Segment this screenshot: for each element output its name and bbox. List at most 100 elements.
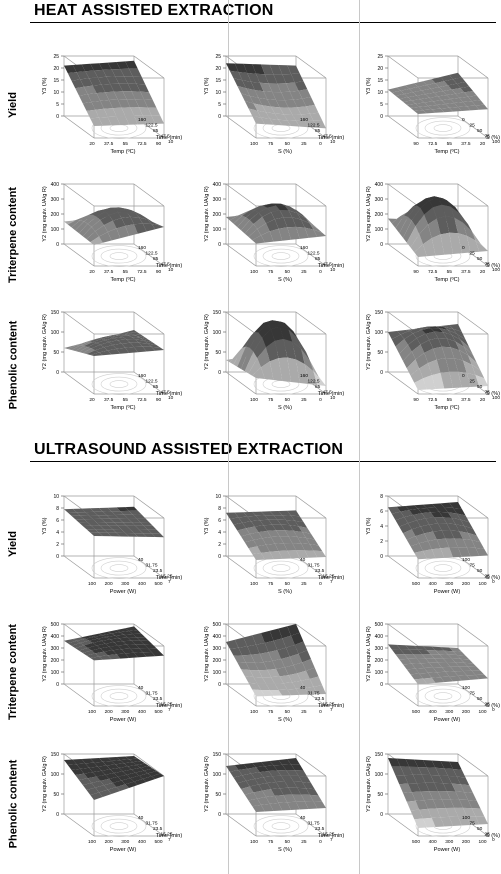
surface-patch [440, 325, 453, 329]
surface-patch [81, 635, 94, 639]
x-tick-label: 500 [154, 709, 162, 715]
box-edge [133, 495, 165, 519]
surface-patch [425, 782, 438, 792]
surface-patch [396, 505, 410, 512]
surface-patch [306, 104, 319, 114]
surface-patch [463, 807, 476, 817]
surface-patch [95, 108, 108, 118]
surface-patch [85, 338, 98, 343]
y-tick-label: 85 [315, 128, 321, 134]
surface-patch [277, 519, 290, 526]
surface-patch [229, 215, 243, 224]
surface-patch [309, 223, 323, 233]
surface-patch [67, 72, 81, 81]
surface-patch [71, 79, 84, 89]
surface-patch [119, 766, 132, 772]
surface-patch [254, 322, 268, 333]
surface-patch [411, 208, 425, 227]
surface-patch [475, 240, 488, 252]
surface-patch [129, 510, 142, 515]
surface-patch [419, 808, 432, 819]
x-tick-label: 75 [268, 269, 274, 275]
surface-patch [425, 658, 438, 663]
surface-patch [125, 224, 138, 236]
surface-patch [391, 334, 405, 347]
surface-patch [259, 82, 273, 92]
surface-patch [420, 200, 433, 215]
surface-patch [112, 649, 126, 655]
surface-patch [254, 777, 268, 785]
surface-patch [468, 532, 481, 543]
surface-patch [448, 512, 461, 520]
surface-patch [273, 638, 286, 651]
y-tick-label: 160 [300, 117, 308, 123]
surface-patch [439, 654, 452, 659]
surface-patch [414, 244, 427, 257]
surface-patch [288, 787, 301, 795]
surface-patch [244, 100, 258, 111]
surface-patch [269, 511, 283, 516]
surface-patch [294, 81, 308, 91]
surface-patch [115, 334, 128, 336]
surface-patch [100, 342, 113, 348]
surface-patch [410, 809, 423, 820]
surface-patch [229, 347, 243, 365]
surface-patch [277, 647, 290, 660]
box-edge [295, 311, 327, 335]
surface-patch [313, 550, 326, 558]
surface-patch [96, 340, 109, 345]
surface-patch [252, 64, 265, 75]
surface-patch [238, 516, 251, 523]
surface-patch [450, 206, 463, 223]
surface-patch [101, 518, 114, 523]
z-tick-label: 0 [218, 114, 221, 120]
y-tick-label: 10 [168, 139, 174, 145]
surface-patch [89, 338, 102, 342]
floor-contour [109, 822, 129, 830]
surface-patch [434, 91, 447, 97]
surface-patch [279, 787, 293, 795]
surface-patch [406, 668, 420, 675]
surface-patch [453, 328, 466, 340]
y-tick-label: 160 [138, 373, 146, 379]
x-tick-label: 75 [268, 397, 274, 403]
surface-patch [140, 338, 153, 343]
surface-patch [431, 503, 445, 508]
surface-patch [287, 226, 300, 240]
surface-patch [71, 515, 84, 520]
surface-patch [438, 662, 451, 668]
surface-patch [106, 635, 119, 640]
surface-patch [107, 507, 121, 512]
surface-patch [247, 644, 260, 655]
surface-patch [112, 529, 126, 534]
surface-patch [252, 762, 265, 768]
y-tick-label: 122.5 [308, 123, 320, 129]
surface-patch [460, 519, 473, 529]
y-axis-label: Time (min) [156, 833, 183, 839]
surface-patch [296, 801, 309, 810]
y-tick-label: 40 [138, 685, 144, 691]
surface-patch [423, 549, 436, 559]
surface-patch [147, 529, 161, 534]
surface-patch [434, 331, 447, 339]
surface-patch [302, 659, 315, 671]
surface-patch [440, 816, 453, 827]
y-axis-label: Time (min) [318, 833, 345, 839]
surface-patch [441, 799, 455, 808]
surface-patch [75, 645, 88, 651]
surface-patch [431, 817, 445, 827]
surface-patch [257, 110, 270, 119]
surface-patch [132, 514, 146, 519]
surface-patch [67, 640, 81, 646]
surface-patch [271, 536, 284, 544]
surface-patch [416, 94, 430, 100]
surface-patch [304, 550, 318, 558]
surface-patch [466, 674, 480, 680]
y-tick-label: 23.5 [153, 826, 163, 832]
y-tick-label: 47.5 [323, 134, 333, 140]
surface-patch [125, 115, 138, 125]
surface-patch [99, 507, 112, 512]
surface-patch [430, 87, 443, 93]
surface-patch [121, 648, 134, 654]
